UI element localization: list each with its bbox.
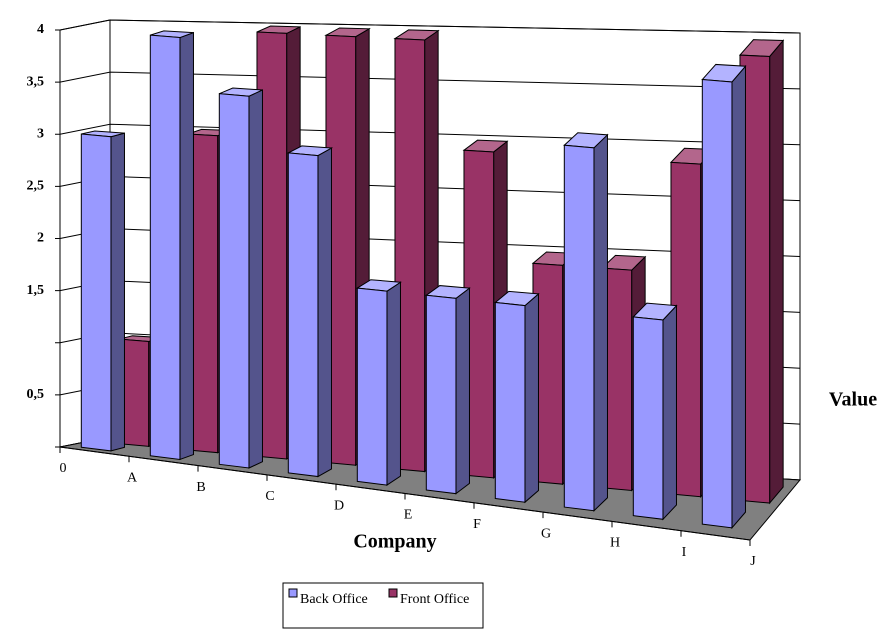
bar [632,316,664,520]
bar [463,149,495,479]
y-tick-label: 1,5 [27,283,45,298]
grid-line [59,71,801,90]
x-axis-label: Company [353,531,436,553]
x-tick-label: F [473,517,481,532]
grid-line [59,123,801,146]
y-tick-label: 0,5 [27,387,45,402]
bar [218,93,250,469]
y-tick-label: 3,5 [27,74,45,89]
bar-side [731,64,746,530]
bar-side [386,281,401,487]
legend-box [282,582,484,629]
x-tick-label: J [750,554,756,569]
bar [563,144,595,512]
x-tick-label: A [127,471,138,486]
legend-label: Back Office [300,592,368,607]
bar [80,133,112,452]
legend: Back Office Front Office [288,588,469,607]
bar [394,38,426,473]
x-tick-label: G [541,526,551,541]
bar [356,287,388,486]
x-tick-label: B [196,480,205,495]
bar-side [769,39,784,505]
x-tick-label: C [265,489,274,504]
y-tick-label: 4 [37,22,44,37]
bar [670,161,702,498]
legend-label: Front Office [400,592,469,607]
bar-side [455,287,470,495]
legend-swatch [388,588,398,598]
bar [287,152,319,478]
x-tick-label: D [334,498,344,513]
x-tick-label: E [404,508,413,523]
x-tick-label: H [610,536,620,551]
bar [425,294,457,495]
bar-side [248,89,263,469]
grid-line [59,19,801,34]
bar [149,34,181,461]
bar-side [593,133,608,512]
bar-side [524,292,539,504]
bar-side [662,304,677,521]
legend-swatch [288,588,298,598]
bar-side [317,147,332,478]
bar-side [110,132,125,452]
y-tick-label: 2,5 [27,179,45,194]
bar [701,79,733,529]
bar [494,301,526,503]
x-tick-label: 0 [60,461,67,476]
y-tick-label: 3 [37,126,44,141]
bar-side [179,31,194,461]
y-tick-label: 2 [37,231,44,246]
y-axis-label: Value [829,389,877,411]
plot: 0,5 1,5 2 2,5 3 3,5 4 0 A B C D E F G H I J [27,19,802,569]
x-tick-label: I [682,545,687,560]
